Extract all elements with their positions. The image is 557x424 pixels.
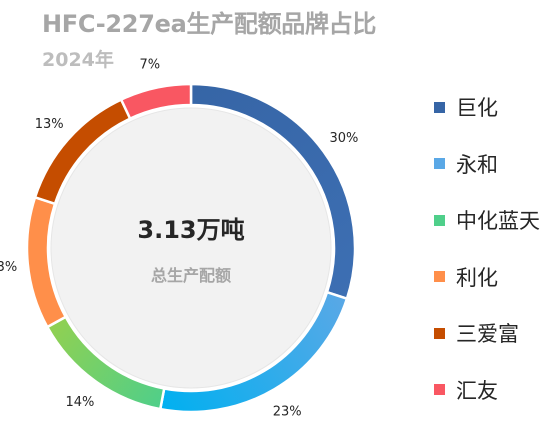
legend-item-3: 利化 [434, 249, 540, 306]
legend-swatch [434, 214, 445, 226]
chart-subtitle: 2024年 [42, 49, 114, 71]
percent-label-1: 23% [273, 405, 302, 420]
legend-label: 中化蓝天 [456, 209, 540, 234]
percent-label-5: 7% [139, 58, 160, 73]
percent-label-3: 13% [0, 260, 17, 275]
legend-label: 永和 [456, 152, 498, 177]
legend-swatch [434, 271, 445, 283]
legend-swatch [434, 101, 445, 113]
center-value: 3.13万吨 [137, 216, 244, 244]
legend-label: 汇友 [456, 378, 498, 403]
legend-swatch [434, 327, 445, 339]
legend-label: 巨化 [456, 96, 498, 121]
legend-label: 三爱富 [456, 322, 519, 347]
legend-item-4: 三爱富 [434, 305, 540, 362]
percent-label-4: 13% [35, 117, 64, 132]
legend-label: 利化 [456, 265, 498, 290]
legend: 巨化永和中化蓝天利化三爱富汇友 [434, 79, 540, 418]
labels-layer: 30% 23% 14% 13% 13% 7% [0, 58, 358, 420]
legend-item-5: 汇友 [434, 362, 540, 419]
legend-swatch [434, 384, 445, 396]
chart-title: HFC-227ea生产配额品牌占比 [42, 10, 377, 38]
legend-item-1: 永和 [434, 136, 540, 193]
legend-item-2: 中化蓝天 [434, 192, 540, 249]
legend-swatch [434, 158, 445, 170]
slices-layer [25, 82, 357, 414]
center-disc [50, 107, 332, 389]
percent-label-0: 30% [329, 131, 358, 146]
donut-slice-5 [119, 82, 193, 121]
center-label: 总生产配额 [151, 266, 231, 285]
legend-item-0: 巨化 [434, 79, 540, 136]
percent-label-2: 14% [65, 395, 94, 410]
